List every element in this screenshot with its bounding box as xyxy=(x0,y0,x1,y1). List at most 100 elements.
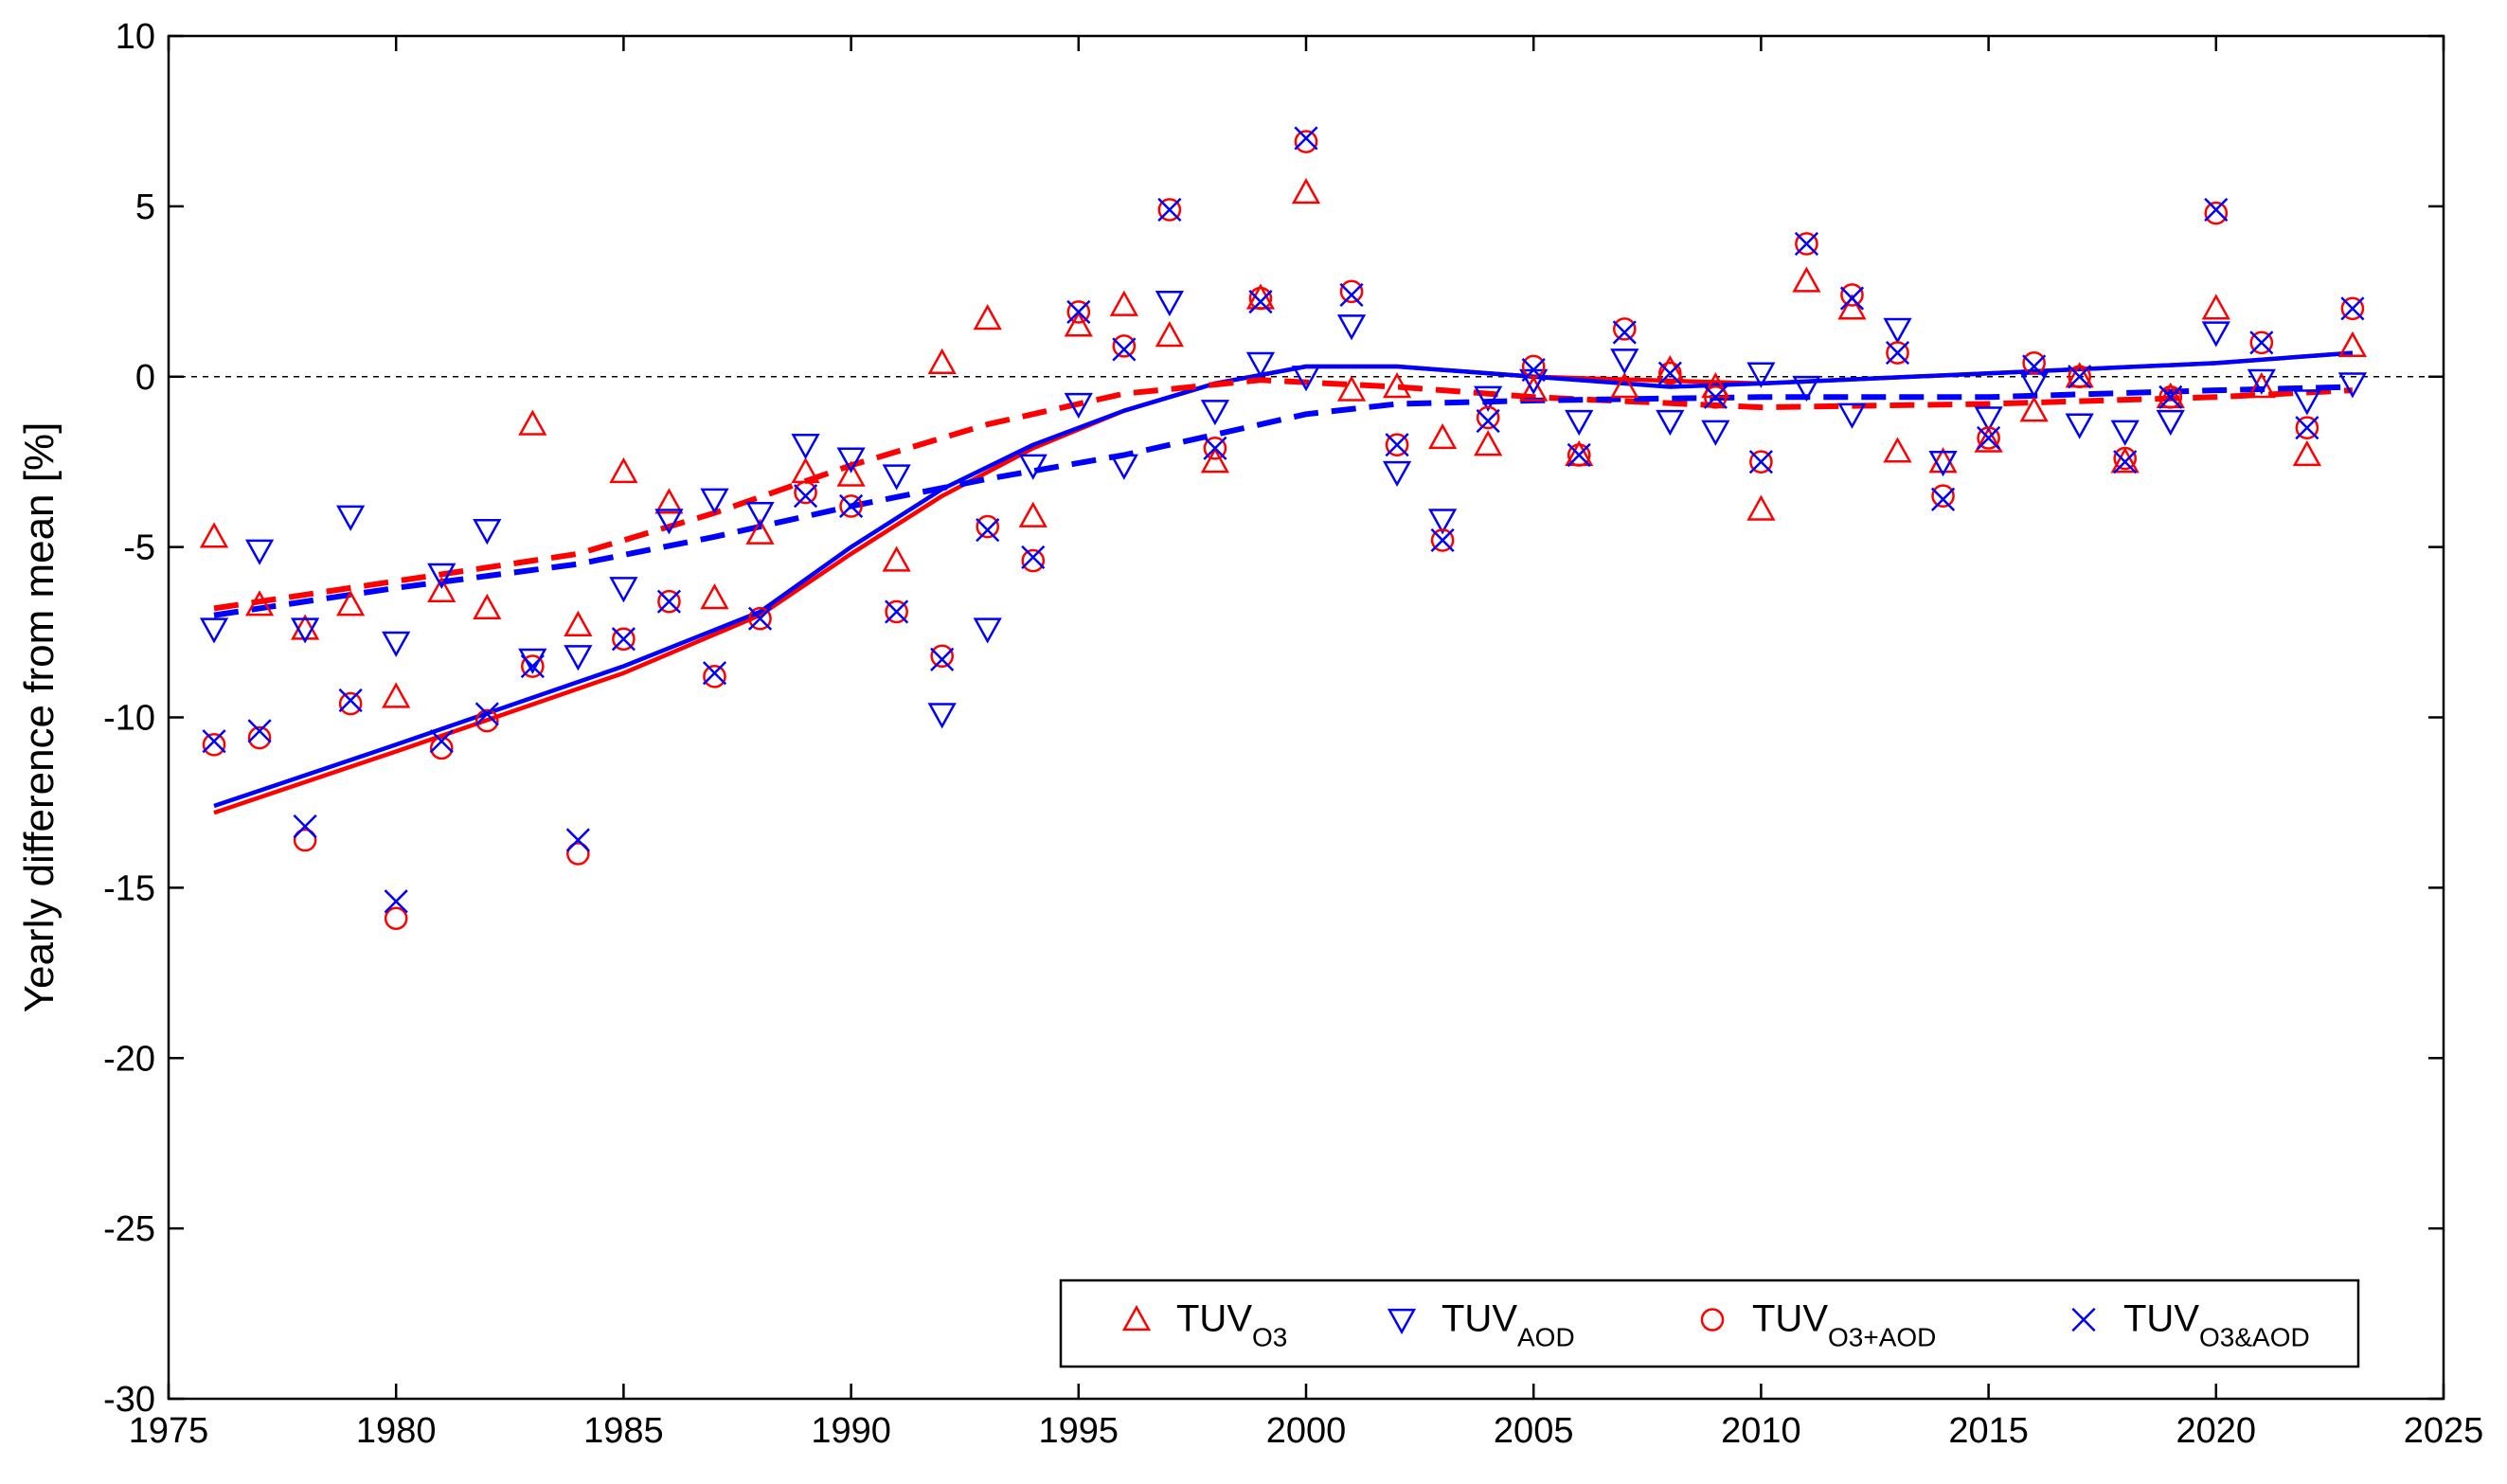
data-point xyxy=(2292,439,2322,467)
data-point xyxy=(564,610,593,637)
data-point xyxy=(656,589,682,614)
data-point xyxy=(2022,354,2047,379)
data-point xyxy=(748,606,772,631)
trend-lines xyxy=(213,350,2354,815)
data-point xyxy=(2019,396,2049,422)
y-tick-label: -15 xyxy=(103,868,155,908)
data-point xyxy=(293,814,317,839)
data-point xyxy=(1658,361,1682,385)
data-point xyxy=(1883,317,1912,344)
data-point xyxy=(1427,509,1458,535)
data-point xyxy=(1021,545,1046,570)
data-point xyxy=(338,691,363,716)
series-o3-aod xyxy=(202,130,2365,931)
y-tick-label: 5 xyxy=(135,188,155,227)
data-point xyxy=(2295,416,2319,440)
data-point xyxy=(839,494,863,518)
data-point xyxy=(1837,402,1867,429)
data-point xyxy=(1339,279,1364,304)
data-point xyxy=(520,653,545,679)
data-point xyxy=(1792,375,1821,402)
data-point xyxy=(1656,409,1685,437)
data-point xyxy=(2292,389,2322,416)
data-point xyxy=(336,590,366,617)
x-tick-label: 2010 xyxy=(1721,1411,1801,1451)
data-point xyxy=(1385,433,1409,457)
data-point xyxy=(202,732,226,757)
series-o3 xyxy=(199,177,2368,708)
data-point xyxy=(2113,450,2138,474)
data-point xyxy=(290,614,320,640)
data-point xyxy=(702,661,727,686)
data-point xyxy=(793,484,818,509)
data-point xyxy=(1931,484,1955,508)
data-point xyxy=(1930,487,1956,511)
data-point xyxy=(611,627,636,652)
data-point xyxy=(2113,446,2138,471)
data-point xyxy=(2201,321,2230,348)
data-point xyxy=(654,509,684,535)
series-aod xyxy=(199,290,2368,729)
data-point xyxy=(1339,282,1364,307)
data-point xyxy=(930,647,955,671)
data-point xyxy=(429,729,454,754)
data-point xyxy=(976,514,1000,539)
data-point xyxy=(1974,426,2003,453)
y-tick-label: -30 xyxy=(103,1380,155,1420)
data-point xyxy=(1109,290,1138,316)
data-point xyxy=(384,889,408,914)
data-point xyxy=(654,488,684,514)
data-point xyxy=(1294,130,1318,153)
data-point xyxy=(1657,361,1682,385)
data-point xyxy=(384,906,408,931)
x-tick-label: 2020 xyxy=(2176,1411,2257,1451)
data-point xyxy=(973,617,1002,644)
data-point xyxy=(2204,201,2229,225)
legend-marker xyxy=(1700,1308,1725,1332)
data-point xyxy=(882,464,911,491)
data-point xyxy=(1155,290,1185,317)
data-point xyxy=(1385,433,1409,457)
data-point xyxy=(1703,384,1728,409)
data-point xyxy=(791,434,820,460)
data-point xyxy=(473,518,502,545)
data-point xyxy=(745,502,775,528)
data-point xyxy=(1112,334,1137,358)
data-point xyxy=(609,456,638,484)
data-point xyxy=(1474,430,1503,456)
data-point xyxy=(836,447,866,474)
data-point xyxy=(1248,286,1273,311)
data-point xyxy=(700,488,729,514)
data-point xyxy=(1291,177,1321,205)
data-point xyxy=(1245,351,1276,378)
data-point xyxy=(475,708,499,733)
data-point xyxy=(1749,450,1773,474)
data-point xyxy=(700,583,729,610)
data-point xyxy=(839,493,864,519)
data-point xyxy=(199,522,229,548)
data-point xyxy=(1476,405,1500,430)
y-tick-label: -20 xyxy=(103,1039,155,1079)
data-point xyxy=(338,688,363,713)
data-point xyxy=(1474,385,1503,412)
data-point xyxy=(973,304,1002,331)
data-point xyxy=(1886,341,1909,365)
data-point xyxy=(2065,413,2094,439)
data-point xyxy=(1928,447,1958,474)
data-point xyxy=(1336,375,1367,402)
data-point xyxy=(2247,371,2276,399)
data-point xyxy=(564,645,593,671)
data-point xyxy=(382,682,411,708)
data-point xyxy=(521,654,545,678)
y-tick-label: -5 xyxy=(123,528,155,568)
data-point xyxy=(293,828,317,852)
data-point xyxy=(2068,365,2092,389)
data-point xyxy=(1018,454,1048,480)
data-point xyxy=(427,563,457,589)
data-point xyxy=(1885,340,1910,366)
data-point xyxy=(202,729,226,754)
data-point xyxy=(1064,392,1093,420)
data-point xyxy=(612,627,636,652)
data-point xyxy=(2158,384,2183,409)
